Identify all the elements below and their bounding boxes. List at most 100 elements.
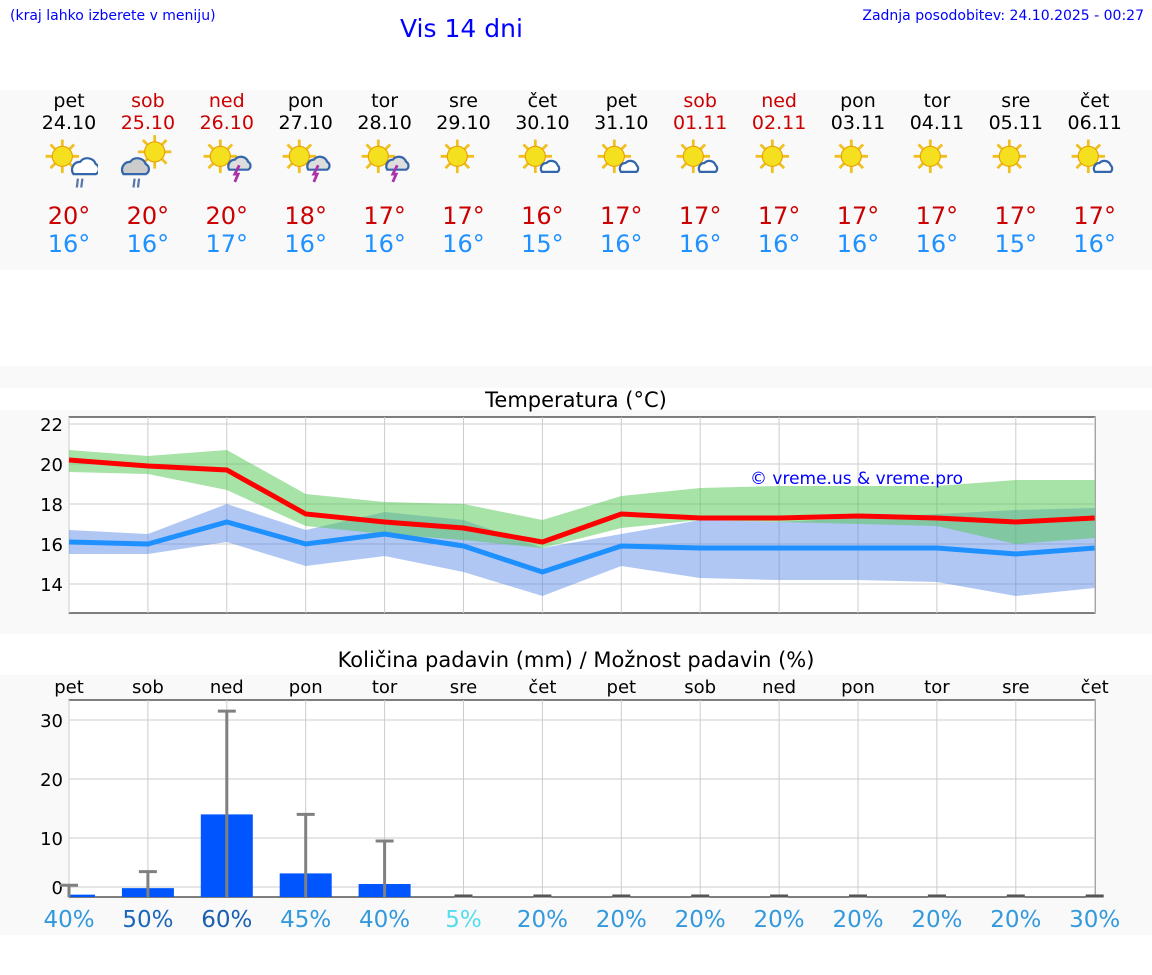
day-date: 28.10 (357, 112, 412, 134)
x-tick-label: ned (210, 677, 244, 698)
day-column: pet 24.10 20° 16° (30, 90, 109, 258)
x-tick-label: pon (289, 677, 323, 698)
day-name: pet (605, 90, 637, 112)
x-tick-label: pet (54, 677, 84, 698)
max-temp: 20° (205, 202, 249, 230)
day-date: 02.11 (751, 112, 807, 134)
precipitation-chart: pet sob ned pon tor sre čet pet sob ned pon tor sre č… (40, 677, 1120, 933)
max-temp: 17° (363, 202, 406, 230)
day-date: 06.11 (1067, 112, 1122, 134)
day-column: tor 04.11 17° 16° (897, 90, 976, 258)
x-tick-label: sre (450, 677, 477, 698)
min-temp: 16° (47, 230, 91, 258)
day-date: 30.10 (515, 112, 570, 134)
max-temp: 16° (521, 202, 564, 230)
x-tick-label: čet (528, 677, 556, 698)
precip-chance: 20% (832, 907, 883, 933)
x-tick-label: tor (372, 677, 398, 698)
day-column: ned 26.10 20° 17° (187, 90, 266, 258)
day-column: čet 30.10 16° 15° (503, 90, 582, 258)
y-tick-label: 18 (40, 495, 63, 516)
day-date: 05.11 (988, 112, 1043, 134)
day-date: 26.10 (199, 112, 254, 134)
max-temp: 17° (994, 202, 1038, 230)
precip-chance: 40% (359, 907, 410, 933)
max-temp: 17° (1073, 202, 1116, 230)
day-name: tor (371, 90, 399, 112)
sun-thunderstorm-icon (266, 134, 345, 202)
min-temp: 17° (205, 230, 249, 258)
day-name: pon (840, 90, 876, 112)
sun-thunderstorm-icon (187, 134, 266, 202)
day-name: sre (1001, 90, 1031, 112)
x-tick-label: pet (607, 677, 637, 698)
day-name: sre (449, 90, 478, 112)
sun-small-cloud-icon (661, 134, 740, 202)
page-title: Vis 14 dni (400, 14, 523, 43)
sun-small-cloud-icon (503, 134, 582, 202)
day-column: sob 25.10 20° 16° (108, 90, 187, 258)
day-date: 04.11 (909, 112, 965, 134)
precip-chance: 20% (911, 907, 962, 933)
x-tick-label: sob (132, 677, 164, 698)
max-temp: 17° (757, 202, 801, 230)
max-temp: 17° (836, 202, 880, 230)
sun-icon (897, 134, 976, 202)
day-date: 29.10 (436, 112, 491, 134)
min-temp: 16° (757, 230, 801, 258)
day-date: 31.10 (594, 112, 649, 134)
precip-chance: 20% (754, 907, 805, 933)
min-temp: 16° (442, 230, 485, 258)
x-tick-label: ned (762, 677, 796, 698)
day-column: sre 05.11 17° 15° (976, 90, 1055, 258)
day-name: ned (761, 90, 797, 112)
day-name: pon (287, 90, 324, 112)
min-temp: 15° (521, 230, 564, 258)
day-column: tor 28.10 17° 16° (345, 90, 424, 258)
precip-chance: 40% (43, 907, 94, 933)
precip-chance: 20% (990, 907, 1041, 933)
day-column: sob 01.11 17° 16° (661, 90, 740, 258)
day-date: 03.11 (830, 112, 886, 134)
precip-chance: 20% (517, 907, 568, 933)
y-tick-label: 10 (40, 829, 63, 850)
day-name: ned (208, 90, 245, 112)
precip-chance: 50% (122, 907, 173, 933)
x-tick-label: sre (1002, 677, 1029, 698)
last-updated: Zadnja posodobitev: 24.10.2025 - 00:27 (862, 8, 1144, 24)
day-column: pet 31.10 17° 16° (582, 90, 661, 258)
precipitation-chart-title: Količina padavin (mm) / Možnost padavin … (337, 648, 815, 672)
day-column: ned 02.11 17° 16° (740, 90, 819, 258)
x-tick-label: tor (924, 677, 950, 698)
precip-chance: 20% (675, 907, 726, 933)
x-tick-label: čet (1081, 677, 1109, 698)
day-column: čet 06.11 17° 16° (1055, 90, 1134, 258)
day-date: 01.11 (672, 112, 728, 134)
day-name: čet (1079, 90, 1110, 112)
min-temp: 16° (915, 230, 959, 258)
max-temp: 20° (126, 202, 170, 230)
x-tick-label: pon (841, 677, 875, 698)
y-tick-label: 30 (40, 711, 63, 732)
temperature-chart: 14 16 18 20 22 © vreme.us & vreme.pro (40, 415, 1096, 614)
min-temp: 15° (994, 230, 1038, 258)
max-temp-line (68, 457, 1095, 545)
precip-chance: 5% (445, 907, 482, 933)
y-tick-label: 0 (52, 878, 63, 899)
day-date: 24.10 (41, 112, 97, 134)
max-range-band (69, 450, 1095, 548)
y-tick-label: 20 (40, 770, 63, 791)
precip-chance: 45% (280, 907, 331, 933)
max-temp: 17° (915, 202, 959, 230)
day-column: pon 03.11 17° 16° (819, 90, 898, 258)
daily-forecast: pet 24.10 20° 16° sob 25.10 20° 16° ned 26… (0, 90, 1152, 270)
max-temp: 17° (600, 202, 643, 230)
min-temp: 16° (363, 230, 406, 258)
watermark: © vreme.us & vreme.pro (750, 469, 963, 489)
max-temp: 17° (678, 202, 722, 230)
sun-icon (976, 134, 1055, 202)
min-temp-line (68, 519, 1095, 575)
min-temp: 16° (1073, 230, 1116, 258)
y-tick-label: 20 (40, 455, 63, 476)
sun-cloud-rain-icon (30, 134, 109, 202)
